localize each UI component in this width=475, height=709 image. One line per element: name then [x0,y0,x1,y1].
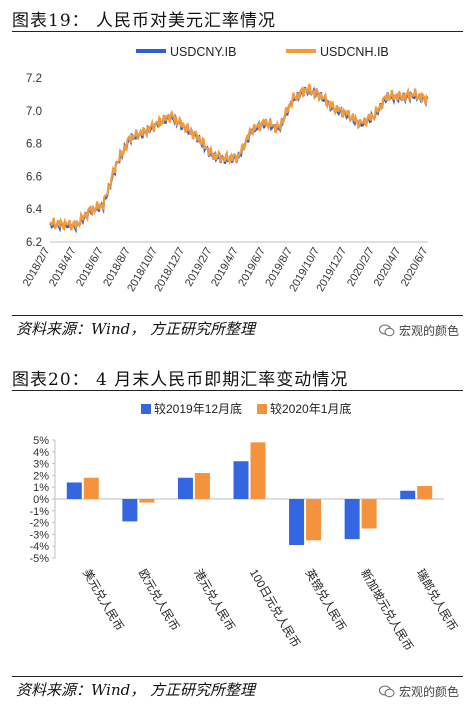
y-tick-label: -2% [29,518,49,530]
series-line-usdcny [49,86,429,234]
bar-jan-1 [139,499,155,503]
y-tick-label: 6.4 [26,204,43,216]
bar-dec-3 [233,461,249,499]
bar-jan-4 [306,499,322,541]
bar-dec-4 [289,499,305,546]
fig20-title-rule [12,390,463,391]
watermark-label: 宏观的颜色 [398,324,459,338]
x-category-label: 瑞郎兑人民币 [414,567,461,634]
bar-jan-2 [194,473,210,499]
x-category-label: 港元兑人民币 [191,567,238,634]
bar-dec-6 [400,490,416,499]
fig20-source: 资料来源：Wind， 方正研究所整理 [16,681,255,699]
bar-dec-0 [66,482,82,499]
fig19-title-rule [12,31,463,32]
bar-jan-3 [250,442,266,499]
y-tick-label: 4% [33,447,49,459]
fig19-source: 资料来源：Wind， 方正研究所整理 [16,320,255,338]
y-tick-label: 6.8 [26,139,42,151]
wechat-icon [378,324,395,337]
y-tick-label: 7.0 [26,106,42,118]
fig19-watermark: 宏观的颜色 [378,322,459,339]
y-tick-label: -5% [29,553,49,565]
y-tick-label: -1% [29,506,49,518]
legend-label-dec: 较2019年12月底 [154,401,242,416]
y-tick-label: 5% [33,435,49,447]
fig20-bar-chart: 较2019年12月底 较2020年1月底 5%4%3%2%1%0%-1%-2%-… [29,401,461,654]
wechat-icon [378,685,395,698]
legend-swatch-jan [257,404,267,414]
x-category-label: 英镑兑人民币 [302,567,349,634]
bar-dec-5 [344,499,360,540]
bar-dec-2 [177,477,193,499]
y-tick-label: 3% [33,459,49,471]
legend-label-jan: 较2020年1月底 [270,401,351,416]
legend-label-usdcny: USDCNY.IB [170,45,236,59]
fig20-legend: 较2019年12月底 较2020年1月底 [141,401,351,416]
y-tick-label: 0% [33,494,49,506]
bar-jan-6 [417,486,433,499]
bar-jan-5 [361,499,377,529]
x-tick-label: 2020/6/7 [399,246,431,289]
series-line-usdcnh [49,83,429,232]
y-tick-label: 2% [33,470,49,482]
y-tick-label: 6.6 [26,171,42,183]
bar-jan-0 [83,477,99,499]
fig19-source-rule [12,315,463,316]
fig19-title: 图表19： 人民币对美元汇率情况 [12,11,277,31]
x-category-label: 美元兑人民币 [80,567,127,634]
y-tick-label: 6.2 [26,237,42,249]
x-category-label: 100日元兑人民币 [247,567,303,650]
y-tick-label: 1% [33,482,49,494]
y-tick-label: -4% [29,541,49,553]
fig20-watermark: 宏观的颜色 [378,683,459,700]
y-tick-label: 7.2 [26,73,42,85]
legend-swatch-dec [141,404,151,414]
fig20-title: 图表20： 4 月末人民币即期汇率变动情况 [12,370,349,390]
fig19-line-chart: USDCNY.IB USDCNH.IB 6.2 6.4 6.6 6.8 7.0 7.2 2… [21,45,431,294]
legend-label-usdcnh: USDCNH.IB [320,45,389,59]
fig20-source-rule [12,676,463,677]
watermark-label: 宏观的颜色 [398,685,459,699]
fig19-legend: USDCNY.IB USDCNH.IB [136,45,389,59]
y-tick-label: -3% [29,529,49,541]
x-category-label: 新加坡元兑人民币 [358,567,416,654]
bar-dec-1 [122,499,138,522]
x-category-label: 欧元兑人民币 [136,567,183,634]
